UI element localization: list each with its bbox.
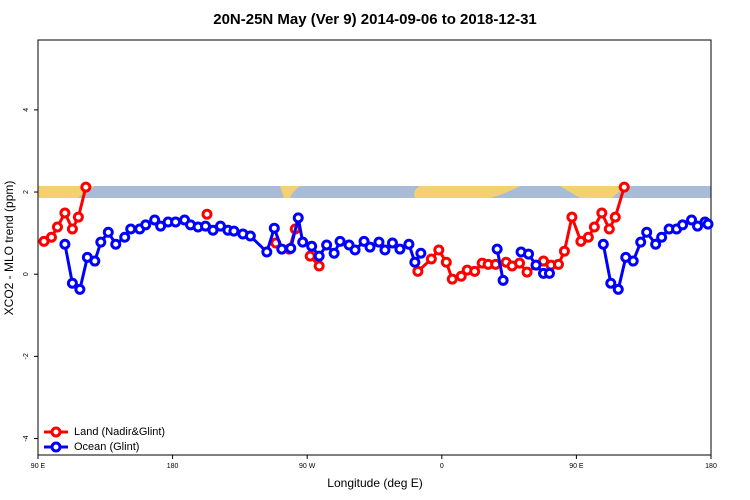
data-point bbox=[66, 277, 78, 289]
data-point bbox=[89, 255, 101, 267]
data-point bbox=[514, 257, 526, 269]
data-point bbox=[297, 236, 309, 248]
data-point bbox=[51, 221, 63, 233]
data-point bbox=[582, 231, 594, 243]
data-point bbox=[552, 258, 564, 270]
x-tick-label: 90 E bbox=[569, 463, 584, 470]
data-point bbox=[306, 240, 318, 252]
data-point bbox=[125, 223, 137, 235]
data-point bbox=[403, 238, 415, 250]
data-point bbox=[244, 230, 256, 242]
data-point bbox=[656, 231, 668, 243]
x-tick-label: 90 E bbox=[31, 463, 46, 470]
data-point bbox=[170, 216, 182, 228]
data-point bbox=[415, 247, 427, 259]
data-point bbox=[349, 244, 361, 256]
data-point bbox=[373, 236, 385, 248]
x-tick-label: 180 bbox=[705, 463, 717, 470]
x-tick-label: 90 W bbox=[299, 463, 316, 470]
data-point bbox=[313, 260, 325, 272]
y-tick-label: 4 bbox=[23, 108, 30, 112]
data-point bbox=[558, 245, 570, 257]
data-point bbox=[612, 283, 624, 295]
data-point bbox=[627, 255, 639, 267]
data-point bbox=[650, 238, 662, 250]
data-point bbox=[596, 207, 608, 219]
data-point bbox=[74, 283, 86, 295]
legend-label: Land (Nadir&Glint) bbox=[74, 426, 165, 438]
y-tick-label: 0 bbox=[23, 272, 30, 276]
data-point bbox=[497, 274, 509, 286]
data-point bbox=[386, 237, 398, 249]
y-tick-label: -2 bbox=[23, 353, 30, 359]
data-point bbox=[523, 248, 535, 260]
data-point bbox=[304, 250, 316, 262]
data-point bbox=[635, 236, 647, 248]
data-point bbox=[605, 277, 617, 289]
x-tick-label: 180 bbox=[167, 463, 179, 470]
data-point bbox=[364, 241, 376, 253]
data-point bbox=[491, 243, 503, 255]
data-point bbox=[228, 225, 240, 237]
data-point bbox=[686, 214, 698, 226]
data-point bbox=[321, 239, 333, 251]
data-point bbox=[72, 211, 84, 223]
series-line bbox=[601, 218, 709, 293]
x-tick-label: 0 bbox=[440, 463, 444, 470]
data-point bbox=[45, 231, 57, 243]
data-point bbox=[618, 181, 630, 193]
data-point bbox=[446, 273, 458, 285]
data-point bbox=[433, 244, 445, 256]
data-point bbox=[276, 243, 288, 255]
legend-label: Ocean (Glint) bbox=[74, 441, 139, 453]
data-point bbox=[119, 231, 131, 243]
data-point bbox=[80, 181, 92, 193]
data-point bbox=[379, 244, 391, 256]
x-axis-label: Longitude (deg E) bbox=[327, 476, 422, 490]
data-point bbox=[641, 226, 653, 238]
data-point bbox=[268, 222, 280, 234]
data-point bbox=[469, 265, 481, 277]
data-point bbox=[455, 270, 467, 282]
data-point bbox=[102, 226, 114, 238]
data-point bbox=[603, 223, 615, 235]
data-point bbox=[110, 238, 122, 250]
data-point bbox=[597, 238, 609, 250]
data-point bbox=[521, 266, 533, 278]
data-point bbox=[201, 208, 213, 220]
data-point bbox=[292, 212, 304, 224]
data-point bbox=[702, 218, 714, 230]
map-strip bbox=[38, 186, 711, 198]
data-point bbox=[530, 259, 542, 271]
chart-title: 20N-25N May (Ver 9) 2014-09-06 to 2018-1… bbox=[213, 11, 537, 28]
data-point bbox=[149, 214, 161, 226]
data-point bbox=[313, 250, 325, 262]
data-point bbox=[59, 238, 71, 250]
data-point bbox=[677, 219, 689, 231]
data-point bbox=[409, 256, 421, 268]
data-point bbox=[140, 219, 152, 231]
data-point bbox=[394, 243, 406, 255]
data-point bbox=[425, 253, 437, 265]
plot-frame bbox=[37, 39, 712, 456]
data-point bbox=[66, 223, 78, 235]
data-point bbox=[334, 235, 346, 247]
data-point bbox=[609, 211, 621, 223]
y-tick-label: 2 bbox=[23, 190, 30, 194]
legend-marker bbox=[50, 441, 62, 453]
y-axis-label: XCO2 - MLO trend (ppm) bbox=[2, 181, 16, 316]
legend-marker bbox=[50, 426, 62, 438]
data-point bbox=[95, 236, 107, 248]
data-point bbox=[328, 247, 340, 259]
data-point bbox=[588, 221, 600, 233]
data-point bbox=[412, 265, 424, 277]
data-point bbox=[59, 207, 71, 219]
data-point bbox=[440, 256, 452, 268]
data-point bbox=[261, 246, 273, 258]
data-point bbox=[543, 267, 555, 279]
data-point bbox=[566, 211, 578, 223]
data-point bbox=[285, 242, 297, 254]
y-tick-label: -4 bbox=[23, 435, 30, 441]
